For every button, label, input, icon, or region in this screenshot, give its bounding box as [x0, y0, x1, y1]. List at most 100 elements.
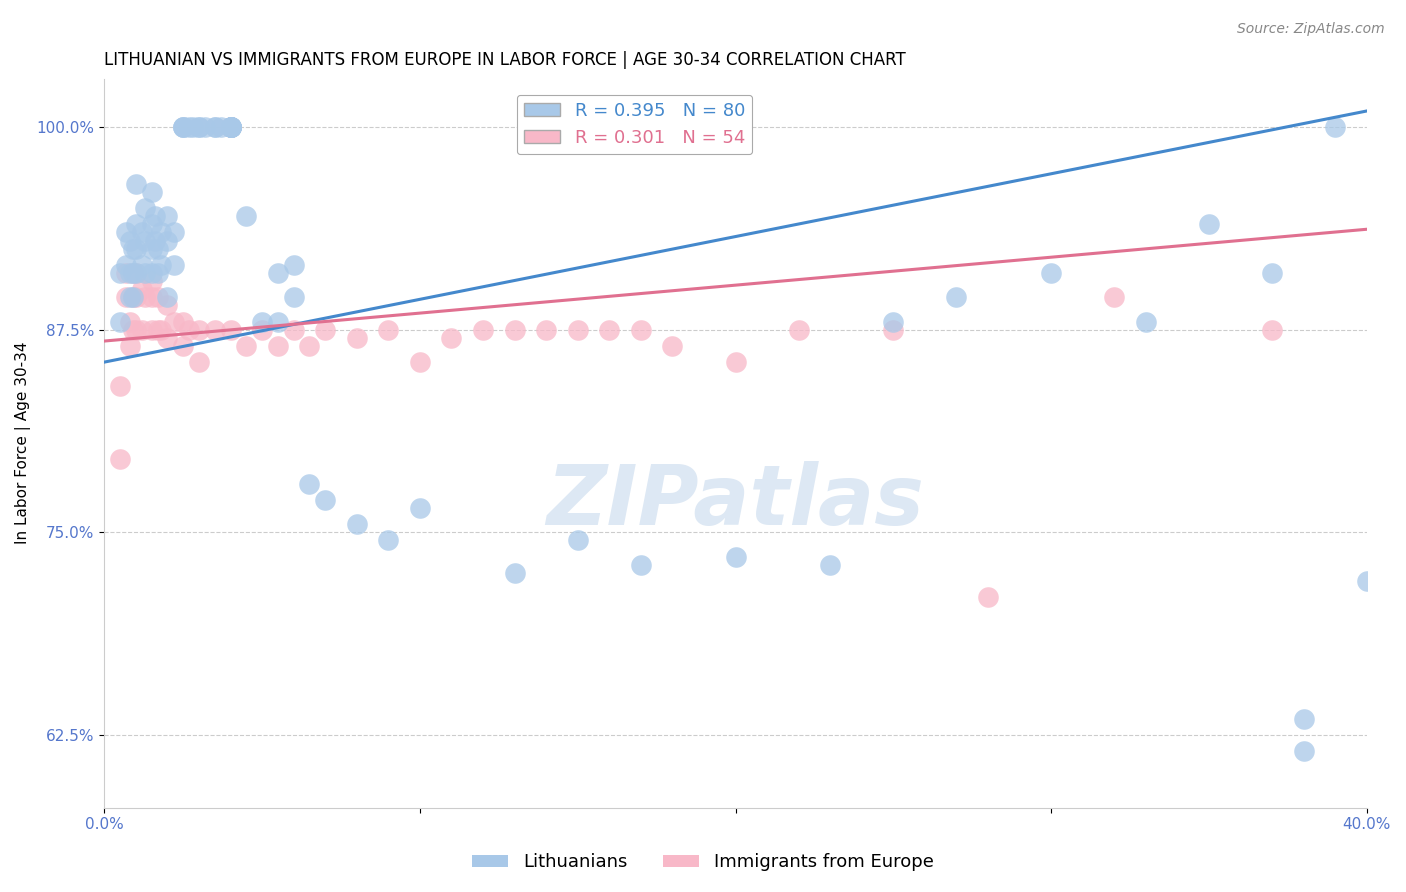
Point — [118, 290, 141, 304]
Point — [141, 266, 163, 280]
Point — [1355, 574, 1378, 588]
Point — [534, 323, 557, 337]
Point — [503, 566, 526, 580]
Point — [143, 209, 166, 223]
Point — [409, 355, 432, 369]
Point — [125, 242, 148, 256]
Point — [141, 242, 163, 256]
Point — [283, 258, 305, 272]
Point — [818, 558, 841, 572]
Point — [156, 234, 179, 248]
Point — [1198, 218, 1220, 232]
Point — [567, 323, 589, 337]
Point — [1040, 266, 1063, 280]
Point — [219, 120, 242, 135]
Point — [156, 331, 179, 345]
Point — [188, 323, 211, 337]
Point — [141, 274, 163, 288]
Point — [567, 533, 589, 548]
Point — [131, 226, 153, 240]
Point — [346, 517, 368, 532]
Text: Source: ZipAtlas.com: Source: ZipAtlas.com — [1237, 22, 1385, 37]
Point — [283, 290, 305, 304]
Point — [630, 558, 652, 572]
Point — [267, 339, 290, 353]
Point — [179, 323, 201, 337]
Point — [172, 120, 194, 135]
Point — [977, 590, 1000, 604]
Point — [204, 120, 226, 135]
Point — [125, 323, 148, 337]
Point — [314, 492, 336, 507]
Point — [150, 258, 173, 272]
Point — [219, 323, 242, 337]
Point — [125, 266, 148, 280]
Point — [598, 323, 620, 337]
Point — [118, 234, 141, 248]
Point — [1324, 120, 1347, 135]
Point — [141, 290, 163, 304]
Point — [219, 120, 242, 135]
Point — [472, 323, 495, 337]
Point — [172, 120, 194, 135]
Point — [1261, 266, 1284, 280]
Point — [1104, 290, 1126, 304]
Point — [131, 282, 153, 296]
Legend: R = 0.395   N = 80, R = 0.301   N = 54: R = 0.395 N = 80, R = 0.301 N = 54 — [517, 95, 752, 154]
Point — [134, 290, 156, 304]
Point — [346, 331, 368, 345]
Point — [298, 476, 321, 491]
Point — [945, 290, 967, 304]
Point — [409, 500, 432, 515]
Point — [143, 234, 166, 248]
Point — [209, 120, 232, 135]
Point — [172, 339, 194, 353]
Point — [204, 120, 226, 135]
Point — [204, 323, 226, 337]
Point — [125, 266, 148, 280]
Point — [134, 266, 156, 280]
Point — [141, 218, 163, 232]
Text: LITHUANIAN VS IMMIGRANTS FROM EUROPE IN LABOR FORCE | AGE 30-34 CORRELATION CHAR: LITHUANIAN VS IMMIGRANTS FROM EUROPE IN … — [104, 51, 905, 69]
Point — [724, 355, 747, 369]
Point — [188, 355, 211, 369]
Point — [134, 201, 156, 215]
Point — [219, 120, 242, 135]
Point — [179, 120, 201, 135]
Point — [121, 266, 143, 280]
Point — [163, 226, 186, 240]
Point — [141, 185, 163, 199]
Point — [163, 258, 186, 272]
Point — [235, 339, 257, 353]
Point — [503, 323, 526, 337]
Point — [121, 323, 143, 337]
Point — [131, 258, 153, 272]
Legend: Lithuanians, Immigrants from Europe: Lithuanians, Immigrants from Europe — [465, 847, 941, 879]
Point — [141, 323, 163, 337]
Point — [118, 315, 141, 329]
Point — [115, 226, 138, 240]
Point — [108, 315, 131, 329]
Point — [146, 242, 169, 256]
Point — [121, 290, 143, 304]
Point — [1292, 712, 1315, 726]
Point — [188, 120, 211, 135]
Point — [188, 120, 211, 135]
Point — [219, 120, 242, 135]
Point — [250, 323, 273, 337]
Point — [156, 290, 179, 304]
Point — [283, 323, 305, 337]
Point — [146, 323, 169, 337]
Point — [882, 323, 904, 337]
Point — [219, 120, 242, 135]
Point — [1135, 315, 1157, 329]
Point — [787, 323, 810, 337]
Point — [440, 331, 463, 345]
Point — [172, 315, 194, 329]
Point — [156, 298, 179, 312]
Point — [134, 234, 156, 248]
Point — [150, 323, 173, 337]
Point — [146, 266, 169, 280]
Point — [219, 120, 242, 135]
Point — [125, 218, 148, 232]
